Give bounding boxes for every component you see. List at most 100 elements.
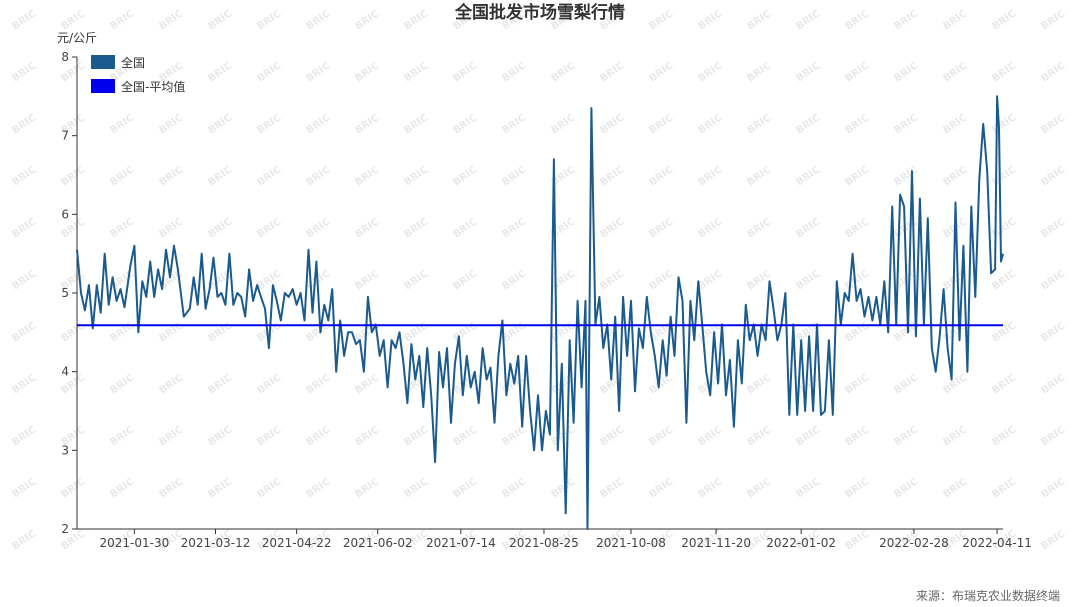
- watermark-mark: BRIC: [1039, 8, 1067, 32]
- watermark-mark: BRIC: [549, 320, 577, 344]
- watermark-mark: BRIC: [500, 320, 528, 344]
- watermark-mark: BRIC: [941, 60, 969, 84]
- watermark-mark: BRIC: [696, 8, 724, 32]
- watermark-mark: BRIC: [304, 216, 332, 240]
- watermark-mark: BRIC: [206, 424, 234, 448]
- watermark-mark: BRIC: [108, 320, 136, 344]
- watermark-mark: BRIC: [255, 424, 283, 448]
- watermark-mark: BRIC: [892, 164, 920, 188]
- watermark-mark: BRIC: [892, 476, 920, 500]
- watermark-mark: BRIC: [402, 164, 430, 188]
- watermark-mark: BRIC: [304, 320, 332, 344]
- x-tick-label: 2022-02-28: [879, 536, 949, 550]
- watermark-mark: BRIC: [1039, 424, 1067, 448]
- watermark-mark: BRIC: [206, 60, 234, 84]
- watermark-mark: BRIC: [990, 320, 1018, 344]
- watermark-mark: BRIC: [255, 8, 283, 32]
- x-axis-ticks: 2021-01-30 2021-03-12 2021-04-22 2021-06-02…: [100, 529, 1032, 550]
- x-tick-label: 2021-10-08: [596, 536, 666, 550]
- x-tick-label: 2021-07-14: [426, 536, 496, 550]
- watermark-mark: BRIC: [451, 320, 479, 344]
- watermark-mark: BRIC: [745, 216, 773, 240]
- watermark-mark: BRIC: [500, 112, 528, 136]
- y-axis-unit: 元/公斤: [57, 31, 97, 45]
- watermark-mark: BRIC: [990, 8, 1018, 32]
- chart-title: 全国批发市场雪梨行情: [454, 2, 625, 23]
- watermark-mark: BRIC: [794, 112, 822, 136]
- watermark-mark: BRIC: [451, 60, 479, 84]
- watermark-mark: BRIC: [892, 60, 920, 84]
- watermark-mark: BRIC: [598, 164, 626, 188]
- watermark-mark: BRIC: [157, 164, 185, 188]
- watermark-mark: BRIC: [696, 424, 724, 448]
- x-tick-label: 2021-01-30: [100, 536, 170, 550]
- watermark-mark: BRIC: [255, 372, 283, 396]
- watermark-mark: BRIC: [549, 112, 577, 136]
- watermark-mark: BRIC: [108, 112, 136, 136]
- x-tick-label: 2022-01-02: [766, 536, 836, 550]
- watermark-mark: BRIC: [990, 424, 1018, 448]
- watermark-mark: BRIC: [157, 424, 185, 448]
- series-line-national: [76, 95, 1004, 530]
- x-tick-label: 2021-08-25: [509, 536, 579, 550]
- watermark-mark: BRIC: [647, 112, 675, 136]
- watermark-mark: BRIC: [843, 164, 871, 188]
- watermark-mark: BRIC: [353, 268, 381, 292]
- watermark-mark: BRIC: [10, 112, 38, 136]
- watermark-mark: BRIC: [892, 8, 920, 32]
- watermark-mark: BRIC: [745, 112, 773, 136]
- watermark-mark: BRIC: [402, 268, 430, 292]
- watermark-mark: BRIC: [59, 476, 87, 500]
- watermark-mark: BRIC: [843, 268, 871, 292]
- y-tick-label: 5: [61, 286, 69, 300]
- watermark-mark: BRIC: [990, 372, 1018, 396]
- watermark-mark: BRIC: [598, 216, 626, 240]
- x-tick-label: 2021-06-02: [343, 536, 413, 550]
- watermark-mark: BRIC: [1039, 216, 1067, 240]
- watermark-mark: BRIC: [402, 216, 430, 240]
- legend-label-national: 全国: [121, 55, 145, 70]
- watermark-mark: BRIC: [598, 268, 626, 292]
- watermark-mark: BRIC: [451, 476, 479, 500]
- watermark-mark: BRIC: [598, 112, 626, 136]
- watermark-mark: BRIC: [304, 60, 332, 84]
- watermark-mark: BRIC: [549, 60, 577, 84]
- watermark-mark: BRIC: [794, 60, 822, 84]
- watermark-mark: BRIC: [10, 268, 38, 292]
- watermark-mark: BRIC: [1039, 372, 1067, 396]
- watermark-mark: BRIC: [794, 216, 822, 240]
- watermark-mark: BRIC: [108, 164, 136, 188]
- watermark-mark: BRIC: [1039, 60, 1067, 84]
- watermark-mark: BRIC: [647, 8, 675, 32]
- watermark-mark: BRIC: [157, 476, 185, 500]
- watermark-mark: BRIC: [843, 216, 871, 240]
- y-tick-label: 8: [61, 50, 69, 64]
- x-tick-label: 2021-04-22: [262, 536, 332, 550]
- watermark-mark: BRIC: [10, 60, 38, 84]
- watermark-mark: BRIC: [255, 268, 283, 292]
- watermark-mark: BRIC: [941, 164, 969, 188]
- watermark-mark: BRIC: [108, 372, 136, 396]
- watermark-mark: BRIC: [696, 112, 724, 136]
- watermark-mark: BRIC: [843, 112, 871, 136]
- watermark-mark: BRIC: [353, 60, 381, 84]
- watermark-mark: BRIC: [941, 8, 969, 32]
- watermark-mark: BRIC: [206, 164, 234, 188]
- watermark-mark: BRIC: [353, 216, 381, 240]
- watermark-mark: BRIC: [1039, 164, 1067, 188]
- watermark-mark: BRIC: [353, 372, 381, 396]
- watermark-mark: BRIC: [794, 424, 822, 448]
- watermark-mark: BRIC: [108, 216, 136, 240]
- watermark-mark: BRIC: [745, 60, 773, 84]
- watermark-mark: BRIC: [402, 60, 430, 84]
- y-tick-label: 3: [61, 443, 69, 457]
- watermark-mark: BRIC: [794, 164, 822, 188]
- y-tick-label: 6: [61, 207, 69, 221]
- legend-swatch-national-average: [91, 79, 115, 93]
- watermark-mark: BRIC: [941, 372, 969, 396]
- watermark-mark: BRIC: [1039, 268, 1067, 292]
- watermark-mark: BRIC: [157, 112, 185, 136]
- watermark-mark: BRIC: [647, 476, 675, 500]
- watermark-mark: BRIC: [353, 112, 381, 136]
